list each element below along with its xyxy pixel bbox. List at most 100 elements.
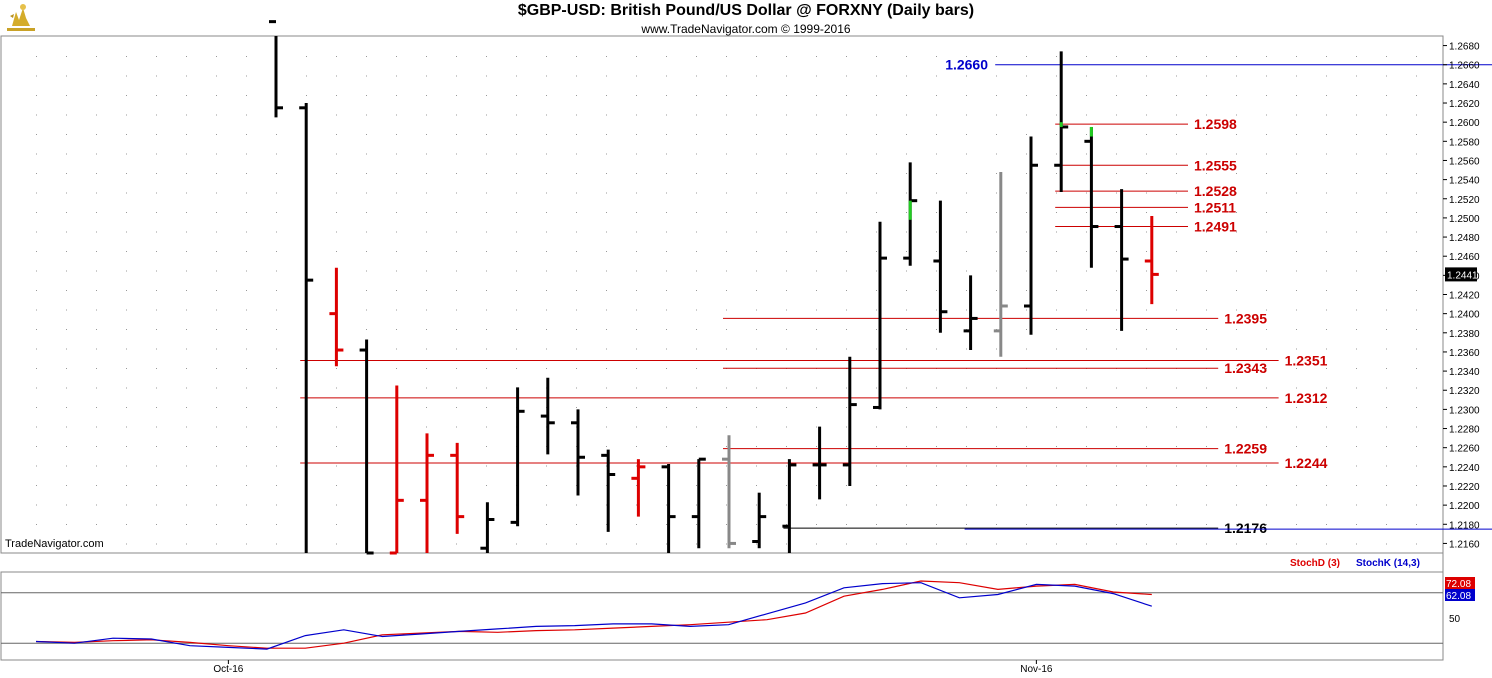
grid-dot [846,309,847,311]
grid-dot [636,56,637,57]
grid-dot [246,348,247,350]
grid-dot [276,290,277,291]
grid-dot [1326,134,1327,135]
grid-dot [486,368,487,369]
grid-dot [66,95,67,96]
grid-dot [786,114,787,116]
grid-dot [1116,504,1117,506]
grid-dot [456,251,457,252]
grid-dot [1206,465,1207,467]
grid-dot [1266,329,1267,330]
grid-dot [486,251,487,252]
grid-dot [216,251,217,252]
grid-dot [576,290,577,291]
grid-dot [186,485,187,486]
grid-dot [366,309,367,311]
grid-dot [1176,114,1177,116]
grid-dot [996,134,997,135]
grid-dot [1116,407,1117,408]
grid-dot [1206,114,1207,116]
grid-dot [756,212,757,213]
ohlc-bar [842,356,857,486]
grid-dot [1026,75,1027,77]
grid-dot [816,348,817,350]
grid-dot [276,387,277,389]
grid-dot [126,251,127,252]
y-tick-label: 1.2200 [1449,501,1480,512]
grid-dot [216,348,217,350]
grid-dot [486,95,487,96]
grid-dot [786,251,787,252]
grid-dot [126,348,127,350]
grid-dot [1356,524,1357,525]
grid-dot [156,192,157,194]
grid-dot [1176,387,1177,389]
grid-dot [906,56,907,57]
grid-dot [1266,348,1267,350]
stochastic-panel-frame [0,571,1444,661]
grid-dot [1236,153,1237,155]
grid-dot [126,290,127,291]
grid-dot [1086,56,1087,57]
grid-dot [726,231,727,233]
grid-dot [486,75,487,77]
grid-dot [156,56,157,57]
grid-dot [66,329,67,330]
grid-dot [336,231,337,233]
grid-dot [516,231,517,233]
grid-dot [276,309,277,311]
grid-dot [126,56,127,57]
grid-dot [1056,348,1057,350]
grid-dot [456,212,457,213]
grid-dot [426,329,427,330]
grid-dot [156,407,157,408]
grid-dot [486,446,487,447]
last-price-tag [1445,267,1477,282]
grid-dot [1386,446,1387,447]
grid-dot [576,504,577,506]
grid-dot [606,290,607,291]
grid-dot [1266,114,1267,116]
grid-dot [996,231,997,233]
grid-dot [1236,231,1237,233]
grid-dot [1326,407,1327,408]
grid-dot [606,465,607,467]
grid-dot [756,387,757,389]
grid-dot [216,173,217,174]
grid-dot [1266,134,1267,135]
grid-dot [966,173,967,174]
grid-dot [1326,524,1327,525]
grid-dot [96,75,97,77]
grid-dot [486,231,487,233]
stoch-value-tag [1445,577,1475,589]
grid-dot [426,192,427,194]
grid-dot [1386,465,1387,467]
grid-dot [396,153,397,155]
grid-dot [1326,56,1327,57]
grid-dot [486,348,487,350]
grid-dot [1356,134,1357,135]
grid-dot [276,192,277,194]
grid-dot [486,134,487,135]
grid-dot [66,290,67,291]
grid-dot [996,524,997,525]
grid-dot [156,485,157,486]
grid-dot [156,348,157,350]
grid-dot [726,153,727,155]
grid-dot [396,231,397,233]
grid-dot [1266,270,1267,272]
grid-dot [756,95,757,96]
grid-dot [816,212,817,213]
grid-dot [1326,114,1327,116]
grid-dot [906,329,907,330]
grid-dot [576,192,577,194]
grid-dot [516,270,517,272]
grid-dot [516,56,517,57]
grid-dot [1146,348,1147,350]
grid-dot [546,251,547,252]
grid-dot [1236,465,1237,467]
grid-dot [786,309,787,311]
grid-dot [1146,231,1147,233]
grid-dot [1206,524,1207,525]
